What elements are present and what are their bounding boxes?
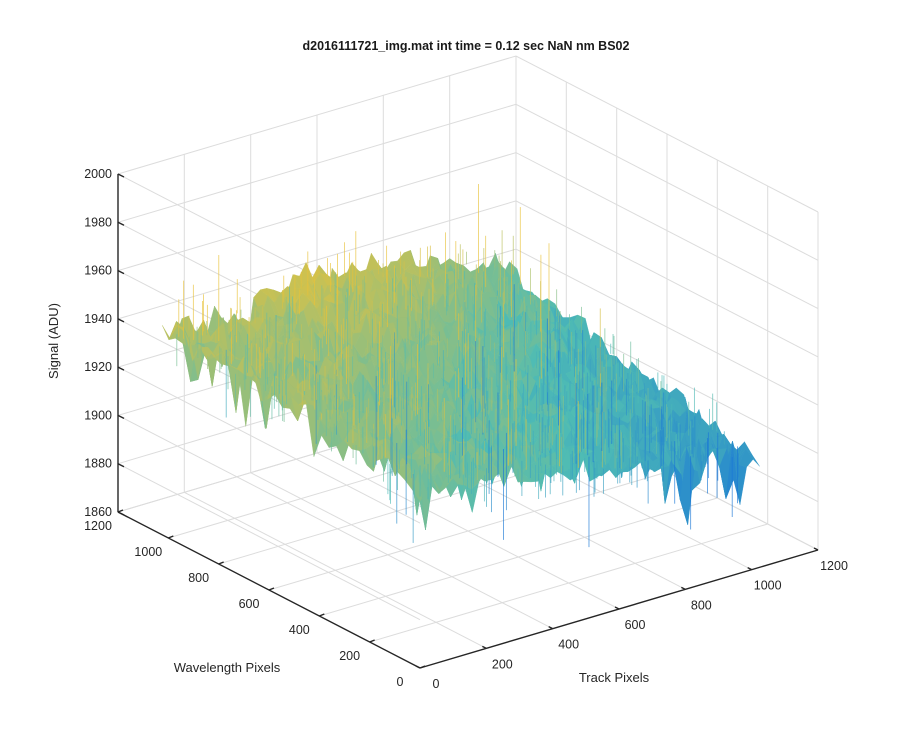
y-tick [419, 665, 426, 669]
surface-patch [745, 448, 760, 467]
y-tick [319, 613, 325, 617]
y-tick-label: 400 [289, 623, 310, 637]
y-tick-label: 1200 [84, 519, 112, 533]
z-tick-label: 1920 [84, 360, 112, 374]
chart-title: d2016111721_img.mat int time = 0.12 sec … [303, 39, 630, 53]
x-tick-label: 400 [558, 638, 579, 652]
grid-line [116, 55, 819, 331]
x-tick-label: 600 [625, 618, 646, 632]
x-tick [415, 665, 421, 669]
y-tick-label: 0 [397, 675, 404, 689]
z-axis-label: Signal (ADU) [46, 303, 61, 379]
z-tick-label: 1900 [84, 408, 112, 422]
y-tick-label: 1000 [134, 545, 162, 559]
x-tick-label: 1000 [754, 579, 782, 593]
y-tick [218, 561, 224, 565]
z-tick [117, 463, 125, 468]
x-axis-label: Track Pixels [579, 670, 650, 685]
x-tick [482, 645, 487, 649]
x-tick-label: 0 [433, 677, 440, 691]
surface-plot [162, 184, 760, 548]
x-tick-label: 1200 [820, 559, 848, 573]
x-tick [548, 626, 553, 630]
z-tick-label: 1980 [84, 215, 112, 229]
tick-labels: 0 200 400 600 800 1000 1200 0 200 400 600 800 1000 12… [84, 167, 848, 691]
z-tick-label: 1960 [84, 264, 112, 278]
x-tick [614, 606, 620, 610]
z-tick-label: 1880 [84, 457, 112, 471]
axes [117, 173, 819, 669]
y-tick [168, 535, 174, 539]
x-tick-label: 800 [691, 598, 712, 612]
y-tick-label: 200 [339, 649, 360, 663]
x-tick [747, 567, 752, 571]
z-tick [117, 269, 125, 275]
y-tick-label: 800 [188, 571, 209, 585]
z-tick [117, 318, 125, 323]
z-tick [117, 366, 125, 371]
z-tick-label: 1940 [84, 312, 112, 326]
z-tick [117, 221, 125, 226]
y-tick [369, 639, 375, 643]
y-axis-label: Wavelength Pixels [174, 660, 281, 675]
z-tick [117, 414, 125, 420]
x-tick [813, 547, 819, 551]
x-tick-label: 200 [492, 657, 513, 671]
x-tick [681, 586, 686, 590]
z-tick [117, 173, 125, 178]
y-tick [268, 587, 275, 591]
z-tick [117, 511, 125, 516]
z-tick-label: 2000 [84, 167, 112, 181]
z-tick-label: 1860 [84, 505, 112, 519]
y-tick-label: 600 [239, 597, 260, 611]
